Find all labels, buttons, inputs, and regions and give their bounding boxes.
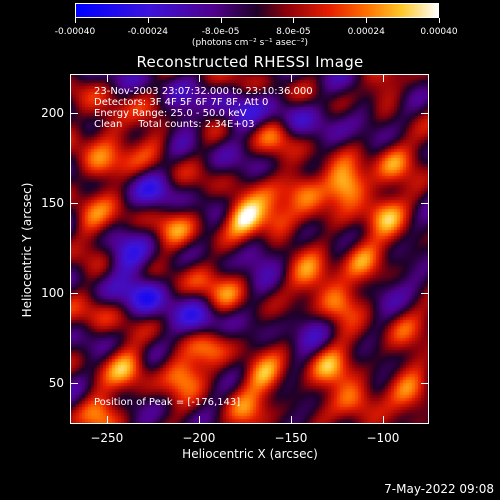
colorbar-tick-label: 8.0e-05 <box>276 27 311 37</box>
y-tick <box>421 292 429 294</box>
timestamp: 7-May-2022 09:08 <box>384 482 494 496</box>
colorbar-tick <box>147 18 149 23</box>
colorbar-tick-label: -8.0e-05 <box>201 27 240 37</box>
colorbar-tick-label: 0.00024 <box>347 27 385 37</box>
y-tick <box>421 382 429 384</box>
colorbar-tick <box>293 18 295 23</box>
y-tick <box>421 203 429 205</box>
y-tick <box>70 113 78 115</box>
y-tick-label: 150 <box>41 196 64 211</box>
colorbar-tick <box>220 18 222 23</box>
y-tick <box>70 203 78 205</box>
x-tick <box>290 416 292 424</box>
colorbar-tick-label: -0.00024 <box>127 27 169 37</box>
x-tick <box>198 74 200 82</box>
x-tick <box>106 416 108 424</box>
y-tick <box>421 113 429 115</box>
heatmap-image <box>70 74 429 424</box>
energy-range-label: Energy Range: 25.0 - 50.0 keV <box>94 108 247 119</box>
y-tick-label: 200 <box>41 106 64 121</box>
x-tick <box>382 74 384 82</box>
x-tick <box>106 74 108 82</box>
chart-title: Reconstructed RHESSI Image <box>136 53 364 71</box>
x-tick <box>382 416 384 424</box>
y-tick <box>70 382 78 384</box>
heatmap-plot-area <box>70 74 429 424</box>
x-tick-label: −250 <box>90 431 124 445</box>
peak-position-label: Position of Peak = [-176,143] <box>94 397 241 408</box>
y-axis-label: Heliocentric Y (arcsec) <box>20 182 34 318</box>
time-range-label: 23-Nov-2003 23:07:32.000 to 23:10:36.000 <box>94 86 313 97</box>
colorbar-tick <box>75 18 76 23</box>
colorbar-tick-label: -0.00040 <box>54 27 96 37</box>
y-tick-label: 50 <box>48 375 64 390</box>
x-tick <box>290 74 292 82</box>
x-tick-label: −200 <box>182 431 216 445</box>
colorbar-unit-label: (photons cm⁻² s⁻¹ asec⁻²) <box>191 38 309 48</box>
x-axis-label: Heliocentric X (arcsec) <box>182 447 318 461</box>
colorbar-tick-label: 0.00040 <box>420 27 458 37</box>
x-tick-label: −150 <box>274 431 308 445</box>
colorbar-tick <box>366 18 368 23</box>
x-tick-label: −100 <box>366 431 400 445</box>
y-tick <box>70 292 78 294</box>
detectors-label: Detectors: 3F 4F 5F 6F 7F 8F, Att 0 <box>94 97 269 108</box>
y-tick-label: 100 <box>41 285 64 300</box>
x-tick <box>198 416 200 424</box>
colorbar <box>75 3 439 18</box>
colorbar-tick <box>439 18 440 23</box>
clean-counts-label: Clean Total counts: 2.34E+03 <box>94 119 255 130</box>
